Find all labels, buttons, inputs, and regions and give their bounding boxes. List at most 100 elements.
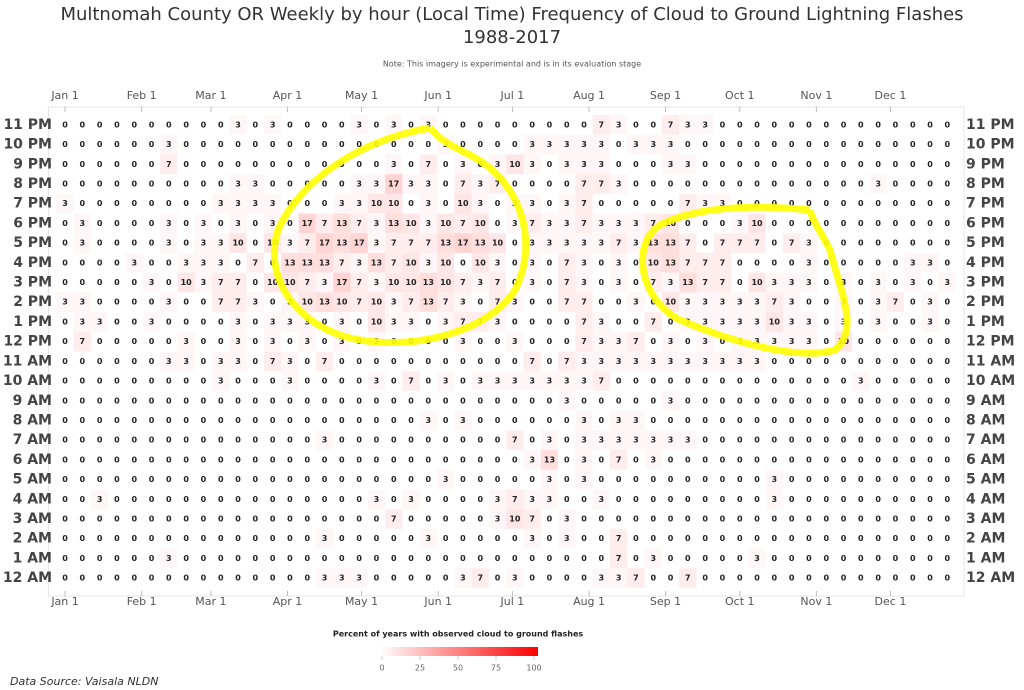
cell xyxy=(229,351,247,372)
cell xyxy=(731,115,749,135)
cell-label: 0 xyxy=(322,179,328,188)
cell-label: 3 xyxy=(97,495,103,504)
cell-label: 0 xyxy=(339,495,345,504)
cell-label: 3 xyxy=(287,317,293,326)
cell-label: 3 xyxy=(789,298,795,307)
cell-label: 0 xyxy=(547,534,553,543)
cell-label: 3 xyxy=(564,160,570,169)
cell xyxy=(333,115,351,135)
cell-label: 10 xyxy=(492,239,504,248)
cell-label: 0 xyxy=(97,574,103,583)
cell-label: 0 xyxy=(581,574,587,583)
cell-label: 0 xyxy=(893,140,899,149)
cell xyxy=(194,115,213,135)
cell xyxy=(56,371,74,391)
cell xyxy=(523,390,541,411)
cell xyxy=(644,528,662,549)
cell xyxy=(627,410,645,431)
cell-label: 0 xyxy=(893,436,899,445)
cell xyxy=(298,233,316,253)
cell xyxy=(333,548,351,569)
cell-label: 0 xyxy=(547,258,553,267)
cell xyxy=(488,193,507,214)
cell-label: 0 xyxy=(356,140,362,149)
cell xyxy=(160,371,178,391)
cell-label: 0 xyxy=(599,258,605,267)
cell xyxy=(73,193,91,214)
cell-label: 0 xyxy=(875,475,881,484)
cell xyxy=(748,489,766,510)
y-tick-label: 1 PM xyxy=(13,314,52,330)
cell-label: 0 xyxy=(512,120,518,129)
cell-label: 3 xyxy=(720,357,726,366)
cell-label: 0 xyxy=(668,574,674,583)
cell xyxy=(783,371,801,391)
cell-label: 3 xyxy=(235,317,241,326)
cell-label: 0 xyxy=(495,357,501,366)
cell-label: 0 xyxy=(512,239,518,248)
cell xyxy=(523,272,541,293)
cell-label: 0 xyxy=(702,160,708,169)
cell xyxy=(627,233,645,253)
cell xyxy=(437,371,455,391)
cell xyxy=(281,489,299,510)
cell-label: 10 xyxy=(475,219,487,228)
cell xyxy=(834,548,853,569)
cell-label: 3 xyxy=(685,436,691,445)
cell xyxy=(315,351,334,372)
cell xyxy=(333,410,351,431)
cell xyxy=(73,154,91,175)
cell xyxy=(437,213,455,234)
cell xyxy=(315,430,334,451)
cell-label: 0 xyxy=(685,455,691,464)
cell xyxy=(315,410,334,431)
cell-label: 7 xyxy=(564,357,570,366)
cell-label: 0 xyxy=(668,515,674,524)
cell-label: 0 xyxy=(97,258,103,267)
cell xyxy=(817,134,835,155)
cell-label: 0 xyxy=(858,298,864,307)
cell xyxy=(281,351,299,372)
cell xyxy=(177,312,195,332)
cell xyxy=(142,312,161,332)
cell-label: 0 xyxy=(322,317,328,326)
cell xyxy=(315,489,334,510)
cell-label: 0 xyxy=(875,239,881,248)
cell xyxy=(558,154,576,175)
cell xyxy=(91,134,109,155)
cell-label: 3 xyxy=(581,416,587,425)
cell-label: 3 xyxy=(495,258,501,267)
cell-label: 0 xyxy=(685,337,691,346)
cell-label: 0 xyxy=(287,416,293,425)
cell xyxy=(904,390,922,411)
cell xyxy=(298,351,316,372)
cell xyxy=(558,174,576,194)
cell xyxy=(108,371,126,391)
cell-label: 0 xyxy=(841,495,847,504)
cell-label: 13 xyxy=(319,298,330,307)
cell xyxy=(212,351,230,372)
cell-label: 0 xyxy=(97,377,103,386)
cell xyxy=(800,115,818,135)
cell xyxy=(817,469,835,490)
cell xyxy=(367,450,386,470)
cell xyxy=(592,528,610,549)
cell xyxy=(523,450,541,470)
cell-label: 0 xyxy=(287,396,293,405)
cell-label: 0 xyxy=(945,357,951,366)
y-tick-label: 9 AM xyxy=(13,393,52,409)
cell-label: 0 xyxy=(945,534,951,543)
cell-label: 0 xyxy=(927,278,933,287)
cell xyxy=(402,272,420,293)
cell-label: 0 xyxy=(512,140,518,149)
cell-label: 0 xyxy=(616,396,622,405)
cell-label: 0 xyxy=(201,455,207,464)
y-tick-label: 5 AM xyxy=(13,472,52,488)
cell xyxy=(731,252,749,273)
cell-label: 0 xyxy=(772,219,778,228)
cell-label: 3 xyxy=(443,475,449,484)
cell-label: 0 xyxy=(858,120,864,129)
cell-label: 10 xyxy=(405,219,417,228)
cell-label: 0 xyxy=(374,120,380,129)
cell xyxy=(194,331,213,352)
